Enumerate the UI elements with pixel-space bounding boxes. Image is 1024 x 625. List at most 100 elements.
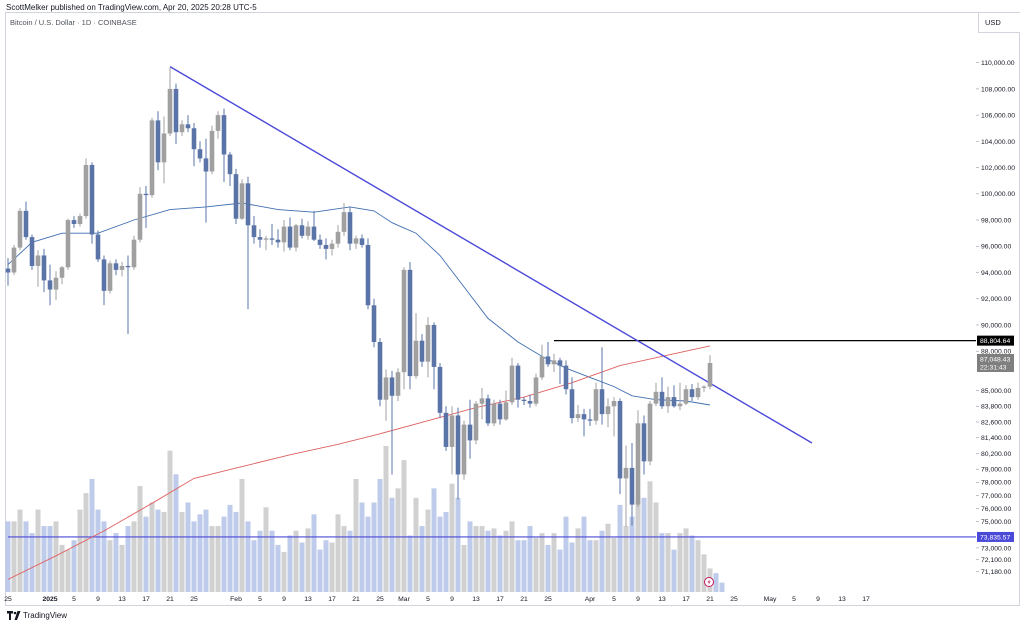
volume-bar	[545, 544, 551, 592]
y-tick-label: 92,000.00	[981, 296, 1011, 303]
volume-bar	[329, 542, 335, 592]
candle-body	[527, 401, 533, 404]
candle-body	[329, 243, 335, 249]
volume-bar	[149, 502, 155, 592]
volume-bar	[635, 497, 641, 592]
currency-button[interactable]: USD	[978, 13, 1020, 33]
candle-body	[395, 372, 401, 396]
volume-bar	[485, 530, 491, 592]
volume-bar	[689, 535, 695, 592]
volume-bar	[701, 554, 707, 592]
x-tick-label: 21	[166, 596, 174, 603]
candle-body	[233, 174, 239, 219]
candle-body	[305, 226, 311, 236]
volume-bar	[65, 549, 71, 592]
x-tick-label: 17	[142, 596, 150, 603]
volume-bar	[287, 535, 293, 592]
x-tick-label: 13	[658, 596, 666, 603]
volume-bar	[311, 514, 317, 592]
volume-bar	[395, 488, 401, 592]
volume-bar	[203, 509, 209, 592]
resistance-price-tag	[977, 335, 1014, 346]
candle-body	[299, 225, 305, 236]
volume-bar	[197, 514, 203, 592]
candle-body	[227, 154, 233, 175]
candle-body	[95, 234, 101, 260]
volume-bar	[575, 528, 581, 592]
candle-body	[89, 164, 95, 235]
candle-body	[23, 210, 29, 238]
volume-bar	[509, 521, 515, 592]
candle-body	[695, 387, 701, 398]
lightning-glyph	[707, 579, 711, 585]
candle-body	[677, 403, 683, 407]
candle-body	[617, 401, 623, 479]
candle-body	[131, 239, 137, 268]
volume-bar	[35, 509, 41, 592]
candle-body	[377, 342, 383, 400]
x-tick-label: 5	[612, 596, 616, 603]
candle-body	[551, 360, 557, 365]
candle-body	[29, 237, 35, 266]
volume-bar	[503, 530, 509, 592]
volume-bar	[167, 450, 173, 592]
y-tick-label: 94,000.00	[981, 270, 1011, 277]
volume-bar	[275, 544, 281, 592]
y-tick-label: 83,800.00	[981, 404, 1011, 411]
candle-body	[515, 365, 521, 400]
candle-body	[71, 220, 77, 224]
candle-body	[215, 115, 221, 131]
y-tick-label: 72,100.00	[981, 557, 1011, 564]
candle-body	[341, 212, 347, 232]
volume-bar	[71, 540, 77, 592]
candle-body	[533, 377, 539, 404]
volume-bar	[5, 521, 11, 592]
volume-bar	[335, 514, 341, 592]
x-tick-label: 17	[328, 596, 336, 603]
candle-body	[683, 389, 689, 404]
x-tick-label: 17	[496, 596, 504, 603]
volume-bar	[515, 540, 521, 592]
y-tick-label: 96,000.00	[981, 244, 1011, 251]
volume-bar	[53, 521, 59, 592]
last-price-label: 87,048.43	[980, 356, 1010, 363]
candle-body	[35, 255, 41, 266]
volume-bar	[215, 526, 221, 592]
candle-body	[419, 340, 425, 362]
last-price-tag	[977, 353, 1014, 372]
volume-bar	[449, 483, 455, 592]
volume-bar	[161, 511, 167, 592]
candle-body	[611, 401, 617, 407]
published-caption: ScottMelker published on TradingView.com…	[6, 3, 257, 12]
volume-bar	[59, 544, 65, 592]
y-tick-label: 75,000.00	[981, 519, 1011, 526]
candle-body	[407, 269, 413, 377]
price-axis: 110,000.00 108,000.00 106,000.00 104,000.00…	[976, 60, 1015, 576]
volume-bar	[551, 533, 557, 592]
tradingview-brand[interactable]: TradingView	[7, 611, 67, 620]
volume-bar	[23, 521, 29, 592]
volume-bar	[119, 544, 125, 592]
volume-bar	[41, 526, 47, 592]
volume-bar	[371, 502, 377, 592]
volume-bar	[221, 516, 227, 592]
candle-body	[455, 415, 461, 475]
candle-body	[347, 212, 353, 244]
symbol-legend[interactable]: Bitcoin / U.S. Dollar · 1D · COINBASE	[10, 18, 137, 27]
volume-bar	[527, 526, 533, 592]
candle-body	[179, 124, 185, 133]
candle-body	[497, 403, 503, 420]
candle-body	[671, 397, 677, 407]
candle-body	[323, 244, 329, 249]
candle-body	[77, 216, 83, 224]
candle-body	[221, 115, 227, 155]
candle-body	[557, 360, 563, 366]
candle-body	[707, 362, 713, 387]
candle-body	[281, 226, 287, 243]
candle-body	[101, 259, 107, 291]
volume-bar	[491, 528, 497, 592]
volume-bar	[665, 533, 671, 592]
x-tick-label: 21	[520, 596, 528, 603]
volume-bar	[125, 526, 131, 592]
